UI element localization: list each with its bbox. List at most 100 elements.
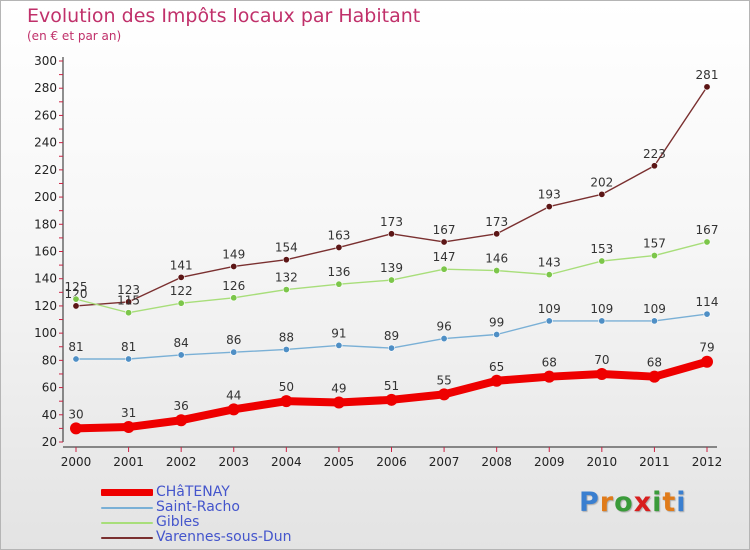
- y-tick-label: 220: [34, 163, 57, 177]
- data-label: 281: [696, 68, 719, 82]
- data-label: 79: [699, 341, 714, 355]
- data-label: 146: [485, 252, 508, 266]
- data-point: [595, 367, 608, 380]
- y-tick-label: 260: [34, 108, 57, 122]
- data-point: [125, 298, 133, 306]
- data-label: 141: [170, 258, 193, 272]
- y-tick-label: 80: [42, 353, 57, 367]
- data-point: [598, 190, 606, 198]
- proxiti-logo: Proxiti: [579, 487, 687, 518]
- y-tick-label: 300: [34, 54, 57, 68]
- data-label: 136: [327, 265, 350, 279]
- data-label: 149: [222, 247, 245, 261]
- data-label: 51: [384, 379, 399, 393]
- data-label: 81: [68, 340, 83, 354]
- data-point: [545, 271, 553, 279]
- legend-label: Saint-Racho: [156, 499, 240, 515]
- y-tick-label: 180: [34, 217, 57, 231]
- data-point: [72, 302, 80, 310]
- y-tick-label: 200: [34, 190, 57, 204]
- data-point: [72, 355, 80, 363]
- data-label: 139: [380, 261, 403, 275]
- data-point: [70, 422, 82, 435]
- data-point: [72, 295, 80, 303]
- data-label: 193: [538, 188, 561, 202]
- data-point: [438, 388, 451, 401]
- y-tick-label: 140: [34, 272, 57, 286]
- data-label: 173: [485, 215, 508, 229]
- data-label: 86: [226, 333, 241, 347]
- y-tick-label: 40: [42, 408, 57, 422]
- data-label: 49: [331, 382, 346, 396]
- data-label: 84: [174, 336, 189, 350]
- data-point: [175, 414, 188, 427]
- data-point: [335, 280, 343, 288]
- data-point: [282, 256, 290, 264]
- data-label: 132: [275, 271, 298, 285]
- data-label: 109: [590, 302, 613, 316]
- data-label: 123: [117, 283, 140, 297]
- data-point: [335, 243, 343, 251]
- data-label: 91: [331, 326, 346, 340]
- data-label: 30: [68, 407, 83, 421]
- data-label: 31: [121, 406, 136, 420]
- data-point: [177, 351, 185, 359]
- legend-swatch: [101, 522, 153, 524]
- data-label: 120: [65, 287, 88, 301]
- y-tick-label: 280: [34, 81, 57, 95]
- legend-label: Gibles: [156, 514, 200, 530]
- data-point: [543, 370, 556, 383]
- data-label: 68: [647, 356, 662, 370]
- y-tick-label: 120: [34, 299, 57, 313]
- data-point: [282, 345, 290, 353]
- data-label: 109: [643, 302, 666, 316]
- data-point: [230, 262, 238, 270]
- data-point: [703, 83, 711, 91]
- data-point: [387, 230, 395, 238]
- data-point: [122, 421, 135, 434]
- x-tick-label: 2000: [61, 455, 92, 469]
- data-point: [701, 355, 713, 368]
- x-tick-label: 2003: [218, 455, 249, 469]
- data-label: 50: [279, 380, 294, 394]
- data-label: 70: [594, 353, 609, 367]
- data-point: [703, 238, 711, 246]
- data-point: [177, 299, 185, 307]
- data-label: 65: [489, 360, 504, 374]
- data-point: [230, 294, 238, 302]
- data-label: 68: [542, 356, 557, 370]
- y-tick-label: 20: [42, 435, 57, 449]
- data-label: 153: [590, 242, 613, 256]
- x-tick-label: 2008: [481, 455, 512, 469]
- data-point: [545, 203, 553, 211]
- data-label: 89: [384, 329, 399, 343]
- data-label: 115: [117, 294, 140, 308]
- y-tick-label: 160: [34, 245, 57, 259]
- data-point: [493, 331, 501, 339]
- data-point: [335, 341, 343, 349]
- logo-letter: x: [633, 487, 653, 518]
- data-point: [598, 317, 606, 325]
- data-label: 125: [65, 280, 88, 294]
- x-tick-label: 2009: [534, 455, 565, 469]
- data-point: [332, 396, 345, 409]
- y-tick-label: 100: [34, 326, 57, 340]
- x-tick-label: 2007: [429, 455, 460, 469]
- data-point: [493, 230, 501, 238]
- x-tick-label: 2011: [639, 455, 670, 469]
- legend-label: Varennes-sous-Dun: [156, 529, 292, 545]
- data-point: [282, 286, 290, 294]
- data-label: 126: [222, 279, 245, 293]
- data-label: 99: [489, 316, 504, 330]
- data-label: 143: [538, 256, 561, 270]
- data-point: [493, 267, 501, 275]
- data-label: 96: [436, 320, 451, 334]
- data-label: 154: [275, 241, 298, 255]
- data-point: [177, 273, 185, 281]
- data-label: 44: [226, 388, 241, 402]
- y-tick-label: 240: [34, 136, 57, 150]
- data-label: 173: [380, 215, 403, 229]
- data-point: [650, 252, 658, 260]
- legend-swatch: [101, 489, 153, 496]
- data-label: 88: [279, 330, 294, 344]
